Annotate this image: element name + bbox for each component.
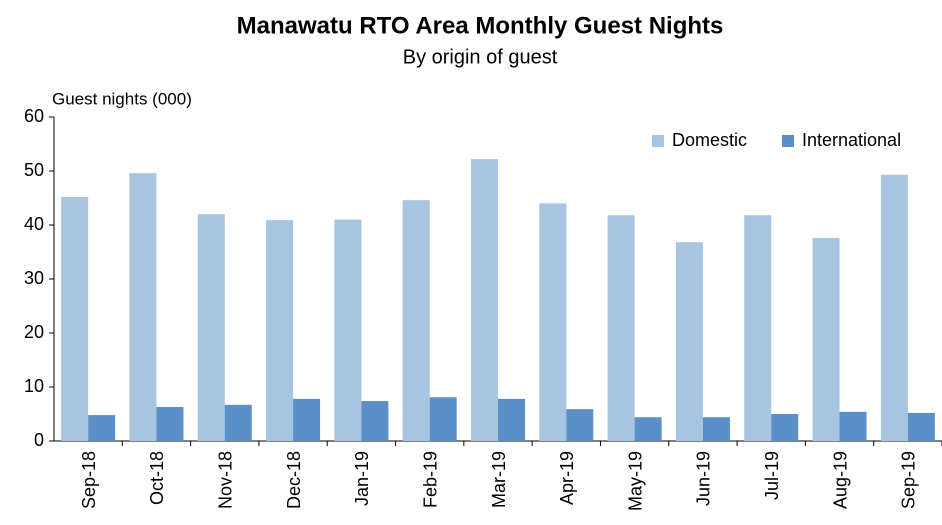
bar [675, 242, 703, 441]
bar [702, 417, 730, 441]
y-tick-label: 10 [24, 376, 44, 396]
bar [539, 203, 567, 441]
chart-subtitle: By origin of guest [403, 46, 558, 68]
x-tick-label: Jun-19 [694, 451, 714, 506]
x-tick-label: Feb-19 [420, 451, 440, 508]
legend-label: International [802, 130, 901, 150]
bar [607, 215, 635, 441]
bar [471, 159, 498, 441]
bar [293, 398, 321, 441]
bar [566, 409, 594, 441]
bar [812, 237, 840, 441]
bar [266, 220, 294, 441]
x-tick-label: Jul-19 [762, 451, 782, 500]
bar [88, 415, 116, 441]
legend-label: Domestic [672, 130, 747, 150]
bar [744, 215, 772, 441]
y-tick-label: 40 [24, 214, 44, 234]
bar [224, 404, 252, 441]
bar [61, 196, 89, 441]
y-tick-label: 60 [24, 106, 44, 126]
y-tick-label: 0 [34, 430, 44, 450]
bar [197, 214, 225, 441]
x-tick-label: Mar-19 [489, 451, 509, 508]
x-tick-label: Dec-18 [284, 451, 304, 509]
y-tick-label: 20 [24, 322, 44, 342]
x-tick-label: Nov-18 [216, 451, 236, 509]
bar [156, 406, 184, 441]
bar [880, 174, 908, 441]
x-tick-label: Sep-18 [79, 451, 99, 509]
y-tick-label: 50 [24, 160, 44, 180]
bar [634, 417, 662, 441]
bar [361, 401, 389, 441]
legend-marker [782, 135, 794, 147]
legend-marker [652, 135, 664, 147]
bar [429, 397, 457, 441]
x-tick-label: Aug-19 [830, 451, 850, 509]
bar [839, 411, 867, 441]
chart-title: Manawatu RTO Area Monthly Guest Nights [237, 12, 724, 39]
x-tick-label: Oct-18 [147, 451, 167, 505]
x-tick-label: Apr-19 [557, 451, 577, 505]
x-tick-label: Sep-19 [899, 451, 919, 509]
bar [771, 414, 799, 441]
bar [907, 412, 935, 441]
y-tick-label: 30 [24, 268, 44, 288]
x-tick-label: May-19 [625, 451, 645, 511]
bar [402, 200, 430, 441]
x-tick-label: Jan-19 [352, 451, 372, 506]
bar [498, 398, 525, 441]
bar [334, 219, 362, 441]
bar [129, 173, 157, 441]
y-axis-label: Guest nights (000) [52, 89, 192, 108]
